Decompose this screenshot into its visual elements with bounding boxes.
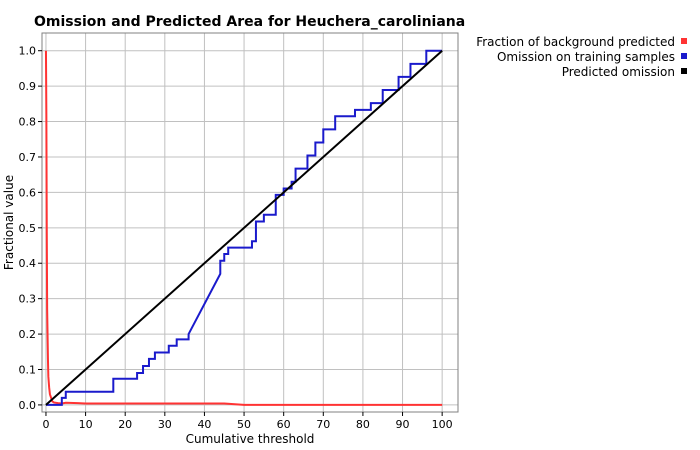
y-tick-label: 0.0 — [19, 399, 37, 412]
y-tick-label: 0.2 — [19, 328, 37, 341]
legend-item-training-omission: Omission on training samples — [497, 50, 687, 64]
x-tick-label: 0 — [42, 418, 49, 431]
legend-item-predicted-omission: Predicted omission — [562, 65, 687, 79]
legend-swatch — [681, 68, 687, 74]
y-tick-label: 0.8 — [19, 116, 37, 129]
x-tick-label: 60 — [277, 418, 291, 431]
y-tick-label: 0.9 — [19, 80, 37, 93]
legend: Fraction of background predictedOmission… — [476, 35, 687, 79]
legend-swatch — [681, 53, 687, 59]
x-axis-label: Cumulative threshold — [186, 432, 315, 446]
x-tick-label: 10 — [79, 418, 93, 431]
tick-layer: 0 10 20 30 40 50 60 70 80 90 100 0.0 0.1 0.2 0.3 0.4 0.5… — [19, 45, 453, 431]
x-tick-label: 80 — [356, 418, 370, 431]
x-tick-label: 50 — [237, 418, 251, 431]
legend-item-background: Fraction of background predicted — [476, 35, 687, 49]
y-tick-label: 1.0 — [19, 45, 37, 58]
legend-label: Fraction of background predicted — [476, 35, 675, 49]
y-axis-label: Fractional value — [2, 175, 16, 270]
legend-swatch — [681, 38, 687, 44]
x-tick-label: 90 — [396, 418, 410, 431]
predicted-omission-line — [45, 49, 443, 406]
y-tick-label: 0.6 — [19, 186, 37, 199]
y-tick-label: 0.5 — [19, 222, 37, 235]
legend-label: Predicted omission — [562, 65, 675, 79]
x-tick-label: 20 — [118, 418, 132, 431]
y-tick-label: 0.1 — [19, 363, 37, 376]
y-tick-label: 0.4 — [19, 257, 37, 270]
grid-layer — [42, 33, 458, 412]
x-tick-label: 30 — [158, 418, 172, 431]
x-tick-label: 40 — [197, 418, 211, 431]
y-tick-label: 0.7 — [19, 151, 37, 164]
y-tick-label: 0.3 — [19, 293, 37, 306]
training-omission-line — [45, 49, 443, 406]
plot-frame — [41, 32, 459, 413]
series-layer — [44, 49, 443, 406]
x-tick-label: 100 — [432, 418, 453, 431]
x-tick-label: 70 — [316, 418, 330, 431]
legend-label: Omission on training samples — [497, 50, 675, 64]
chart-title: Omission and Predicted Area for Heuchera… — [34, 14, 465, 30]
